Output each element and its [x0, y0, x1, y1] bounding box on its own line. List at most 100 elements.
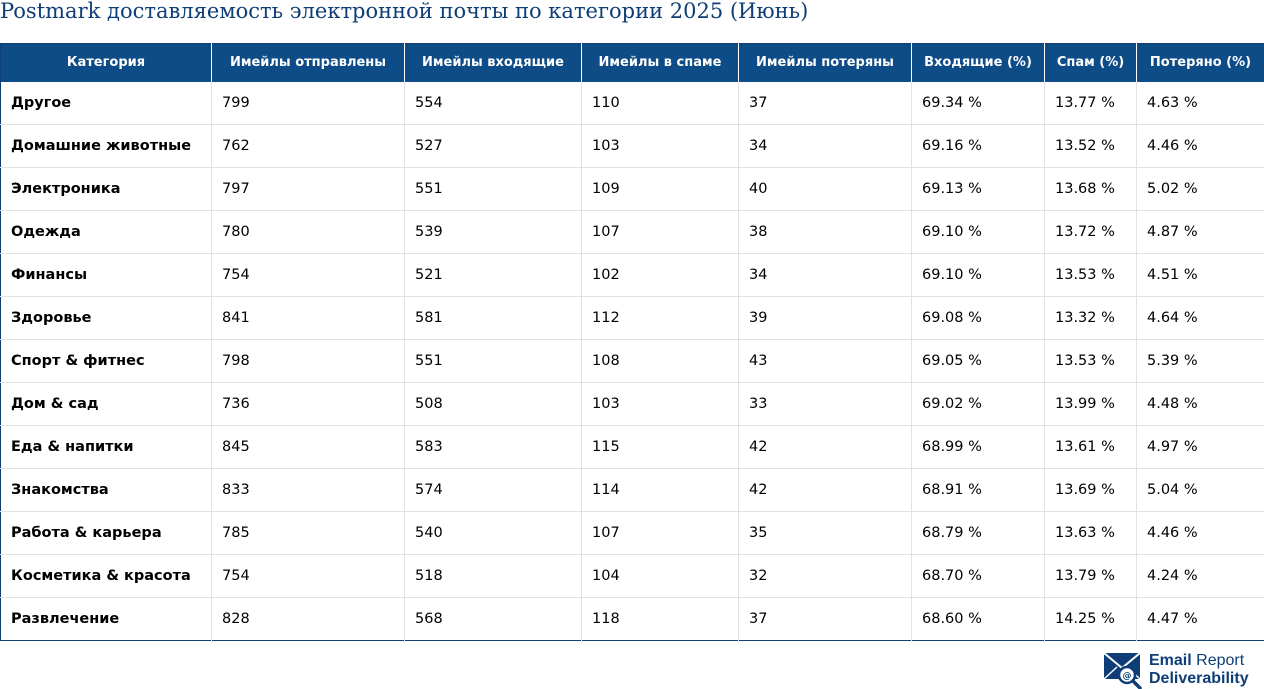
- category-cell: Дом & сад: [0, 382, 212, 426]
- category-cell: Финансы: [0, 253, 212, 297]
- table-row: Знакомства 833 574 114 42 68.91 % 13.69 % 5.04 …: [0, 468, 1264, 512]
- value-cell: 39: [738, 296, 912, 340]
- value-cell: 762: [211, 124, 405, 168]
- value-cell: 13.72 %: [1044, 210, 1137, 254]
- value-cell: 69.16 %: [911, 124, 1045, 168]
- value-cell: 107: [581, 511, 739, 555]
- value-cell: 13.63 %: [1044, 511, 1137, 555]
- value-cell: 4.46 %: [1136, 511, 1264, 555]
- value-cell: 4.64 %: [1136, 296, 1264, 340]
- value-cell: 13.53 %: [1044, 339, 1137, 383]
- value-cell: 69.05 %: [911, 339, 1045, 383]
- value-cell: 69.10 %: [911, 253, 1045, 297]
- category-cell: Знакомства: [0, 468, 212, 512]
- value-cell: 68.79 %: [911, 511, 1045, 555]
- value-cell: 43: [738, 339, 912, 383]
- value-cell: 797: [211, 167, 405, 211]
- value-cell: 103: [581, 124, 739, 168]
- value-cell: 42: [738, 425, 912, 469]
- value-cell: 32: [738, 554, 912, 598]
- category-cell: Развлечение: [0, 597, 212, 641]
- value-cell: 13.32 %: [1044, 296, 1137, 340]
- value-cell: 110: [581, 81, 739, 125]
- value-cell: 527: [404, 124, 582, 168]
- value-cell: 69.08 %: [911, 296, 1045, 340]
- value-cell: 107: [581, 210, 739, 254]
- email-deliverability-report-logo: @ Email Report Deliverability: [1103, 651, 1261, 689]
- value-cell: 551: [404, 339, 582, 383]
- value-cell: 785: [211, 511, 405, 555]
- value-cell: 4.47 %: [1136, 597, 1264, 641]
- value-cell: 13.79 %: [1044, 554, 1137, 598]
- table-row: Электроника 797 551 109 40 69.13 % 13.68 % 5.02…: [0, 167, 1264, 211]
- value-cell: 102: [581, 253, 739, 297]
- value-cell: 518: [404, 554, 582, 598]
- column-header: Входящие (%): [911, 43, 1045, 82]
- value-cell: 69.10 %: [911, 210, 1045, 254]
- value-cell: 13.77 %: [1044, 81, 1137, 125]
- value-cell: 583: [404, 425, 582, 469]
- value-cell: 13.68 %: [1044, 167, 1137, 211]
- value-cell: 35: [738, 511, 912, 555]
- value-cell: 551: [404, 167, 582, 211]
- value-cell: 780: [211, 210, 405, 254]
- value-cell: 33: [738, 382, 912, 426]
- column-header: Потеряно (%): [1136, 43, 1264, 82]
- value-cell: 40: [738, 167, 912, 211]
- value-cell: 568: [404, 597, 582, 641]
- table-row: Другое 799 554 110 37 69.34 % 13.77 % 4.63 %: [0, 81, 1264, 125]
- value-cell: 69.13 %: [911, 167, 1045, 211]
- value-cell: 841: [211, 296, 405, 340]
- value-cell: 4.46 %: [1136, 124, 1264, 168]
- value-cell: 540: [404, 511, 582, 555]
- table-row: Домашние животные 762 527 103 34 69.16 % 13.52…: [0, 124, 1264, 168]
- table-body: Другое 799 554 110 37 69.34 % 13.77 % 4.63 % Дом…: [0, 81, 1264, 641]
- value-cell: 112: [581, 296, 739, 340]
- value-cell: 4.24 %: [1136, 554, 1264, 598]
- value-cell: 14.25 %: [1044, 597, 1137, 641]
- column-header: Имейлы отправлены: [211, 43, 405, 82]
- value-cell: 13.99 %: [1044, 382, 1137, 426]
- value-cell: 4.63 %: [1147, 94, 1198, 111]
- value-cell: 508: [404, 382, 582, 426]
- table-header-row: Категория Имейлы отправлены Имейлы входящи…: [0, 43, 1264, 82]
- value-cell: 37: [738, 597, 912, 641]
- value-cell: 574: [404, 468, 582, 512]
- value-cell: 68.91 %: [911, 468, 1045, 512]
- category-cell: Косметика & красота: [0, 554, 212, 598]
- value-cell: 4.48 %: [1136, 382, 1264, 426]
- value-cell: 103: [581, 382, 739, 426]
- value-cell: 68.70 %: [911, 554, 1045, 598]
- value-cell: 114: [581, 468, 739, 512]
- value-cell: 104: [581, 554, 739, 598]
- page-title: Postmark доставляемость электронной почт…: [0, 0, 809, 23]
- value-cell: 109: [581, 167, 739, 211]
- value-cell: 4.87 %: [1136, 210, 1264, 254]
- value-cell: 115: [581, 425, 739, 469]
- value-cell: 828: [211, 597, 405, 641]
- value-cell: 38: [738, 210, 912, 254]
- value-cell: 521: [404, 253, 582, 297]
- category-cell: Домашние животные: [0, 124, 212, 168]
- value-cell: 5.04 %: [1136, 468, 1264, 512]
- value-cell: 42: [738, 468, 912, 512]
- logo-word-report: Report: [1196, 652, 1245, 669]
- value-cell: 68.60 %: [911, 597, 1045, 641]
- value-cell: 5.02 %: [1136, 167, 1264, 211]
- table-row: Косметика & красота 754 518 104 32 68.70 % 13.…: [0, 554, 1264, 598]
- category-cell: Еда & напитки: [0, 425, 212, 469]
- table-row: Работа & карьера 785 540 107 35 68.79 % 13.63 …: [0, 511, 1264, 555]
- value-cell: 108: [581, 339, 739, 383]
- table-row: Здоровье 841 581 112 39 69.08 % 13.32 % 4.64 %: [0, 296, 1264, 340]
- value-cell: 13.52 %: [1044, 124, 1137, 168]
- svg-text:@: @: [1123, 672, 1132, 682]
- category-cell: Здоровье: [0, 296, 212, 340]
- value-cell: 736: [211, 382, 405, 426]
- value-cell: 754: [211, 253, 405, 297]
- value-cell: 754: [211, 554, 405, 598]
- value-cell: 798: [211, 339, 405, 383]
- value-cell: 68.99 %: [911, 425, 1045, 469]
- value-cell: 13.53 %: [1044, 253, 1137, 297]
- category-cell: Электроника: [0, 167, 212, 211]
- value-cell: 581: [404, 296, 582, 340]
